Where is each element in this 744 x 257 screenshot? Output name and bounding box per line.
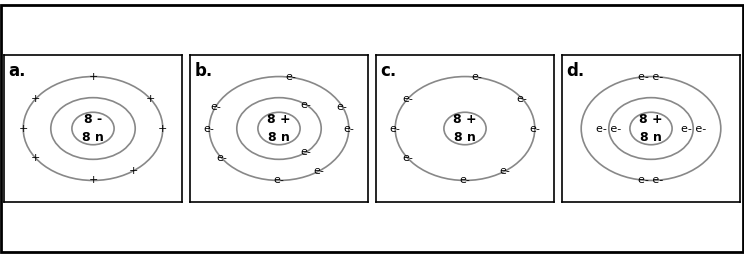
Ellipse shape xyxy=(630,112,672,145)
Text: +: + xyxy=(19,124,28,133)
Text: e-: e- xyxy=(274,176,284,186)
Text: e-: e- xyxy=(211,102,221,112)
Text: e-: e- xyxy=(403,94,413,104)
Text: b.: b. xyxy=(195,62,213,80)
Text: e-: e- xyxy=(301,147,312,157)
Text: c.: c. xyxy=(381,62,397,80)
Text: e-: e- xyxy=(403,153,413,163)
Text: e- e-: e- e- xyxy=(638,176,664,186)
Text: +: + xyxy=(31,153,40,163)
Text: e-: e- xyxy=(337,102,347,112)
Text: e-: e- xyxy=(460,176,470,186)
Text: e-: e- xyxy=(517,94,527,104)
Ellipse shape xyxy=(444,112,486,145)
Text: e-: e- xyxy=(314,166,324,176)
Text: e- e-: e- e- xyxy=(596,124,621,133)
Text: e-: e- xyxy=(530,124,540,133)
Ellipse shape xyxy=(258,112,300,145)
Text: d.: d. xyxy=(567,62,585,80)
Text: 8 +
8 n: 8 + 8 n xyxy=(267,113,291,144)
Text: +: + xyxy=(89,71,97,81)
Text: +: + xyxy=(129,166,138,176)
Text: e-: e- xyxy=(500,166,510,176)
Text: e- e-: e- e- xyxy=(681,124,706,133)
Text: a.: a. xyxy=(9,62,26,80)
Text: e-: e- xyxy=(301,100,312,110)
Text: e-: e- xyxy=(217,153,227,163)
Text: 8 +
8 n: 8 + 8 n xyxy=(639,113,663,144)
Text: +: + xyxy=(146,94,155,104)
Text: 8 +
8 n: 8 + 8 n xyxy=(453,113,477,144)
Text: e-: e- xyxy=(472,72,483,82)
Text: 8 -
8 n: 8 - 8 n xyxy=(82,113,104,144)
Ellipse shape xyxy=(72,112,114,145)
Text: e- e-: e- e- xyxy=(638,71,664,81)
Text: e-: e- xyxy=(204,124,214,133)
Text: e-: e- xyxy=(390,124,400,133)
Text: +: + xyxy=(158,124,167,133)
Text: +: + xyxy=(89,176,97,186)
Text: e-: e- xyxy=(344,124,354,133)
Text: +: + xyxy=(31,94,40,104)
Text: e-: e- xyxy=(286,72,297,82)
